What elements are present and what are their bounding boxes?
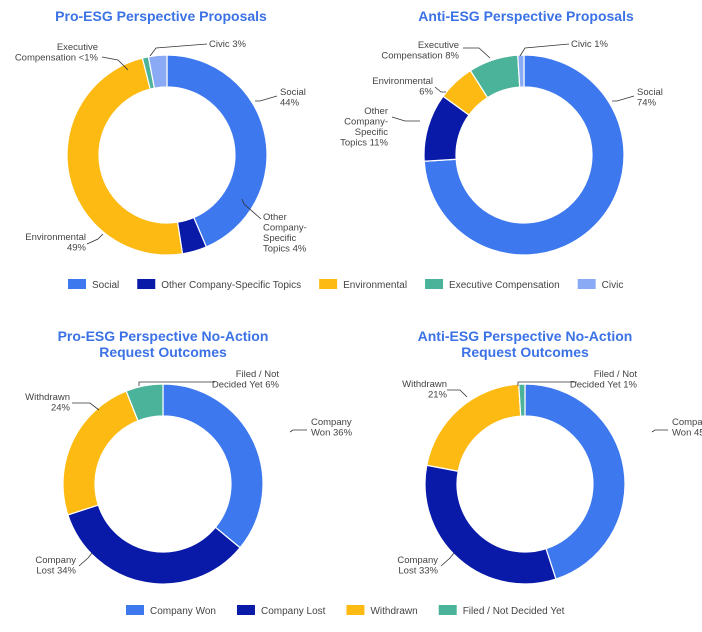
leader-line (612, 95, 635, 102)
chart-title: Anti-ESG Perspective No-Action (418, 328, 633, 344)
leader-line (138, 381, 215, 386)
slice-company-won (162, 383, 264, 549)
slice-label-filed-not-decided-yet: Filed / Not (236, 369, 280, 380)
chart-title: Request Outcomes (461, 344, 589, 360)
slice-label-withdrawn: 24% (51, 403, 71, 414)
slice-label-other-company-specific-topics: Company- (344, 117, 388, 128)
slice-social (166, 54, 268, 248)
slice-environmental (66, 57, 184, 256)
slice-label-civic: Civic 1% (571, 39, 609, 50)
legend-label-social: Social (92, 280, 119, 291)
slice-label-company-won: Won 36% (311, 428, 353, 439)
leader-line (72, 402, 100, 411)
slice-company-lost (424, 464, 557, 585)
slice-label-company-lost: Company (35, 555, 76, 566)
slice-label-other-company-specific-topics: Topics 4% (263, 244, 307, 255)
slice-label-executive-compensation: Compensation <1% (15, 53, 99, 64)
leader-line (434, 86, 446, 93)
leader-line (86, 233, 104, 245)
leader-line (463, 47, 491, 59)
legend-label-withdrawn: Withdrawn (370, 606, 417, 617)
slice-label-company-lost: Lost 34% (36, 566, 76, 577)
slice-company-lost (67, 504, 241, 585)
legend-swatch-executive-compensation (425, 279, 444, 289)
slice-label-social: 44% (280, 98, 300, 109)
slice-label-executive-compensation: Executive (418, 40, 459, 51)
slice-label-environmental: 49% (67, 243, 87, 254)
slice-company-won (524, 383, 626, 580)
legend-label-company-won: Company Won (150, 606, 216, 617)
slice-label-social: Social (280, 87, 306, 98)
slice-label-company-won: Won 45% (672, 428, 702, 439)
legend-swatch-filed-not-decided-yet (438, 605, 457, 615)
slice-label-withdrawn: Withdrawn (402, 379, 447, 390)
chart-title: Anti-ESG Perspective Proposals (418, 8, 634, 24)
legend-label-civic: Civic (602, 280, 624, 291)
chart-title: Pro-ESG Perspective No-Action (58, 328, 269, 344)
slice-label-company-won: Company (672, 417, 702, 428)
chart-title: Request Outcomes (99, 344, 227, 360)
slice-label-company-lost: Lost 33% (398, 566, 438, 577)
slice-label-filed-not-decided-yet: Decided Yet 6% (212, 380, 280, 391)
legend-swatch-company-lost (236, 605, 255, 615)
slice-civic (147, 54, 168, 89)
legend-label-company-lost: Company Lost (261, 606, 326, 617)
leader-line (651, 429, 668, 433)
slice-label-civic: Civic 3% (209, 39, 247, 50)
legend-label-filed-not-decided-yet: Filed / Not Decided Yet (463, 606, 565, 617)
leader-line (101, 56, 129, 71)
slice-label-other-company-specific-topics: Other (364, 106, 388, 117)
slice-filed-not-decided-yet (125, 383, 164, 422)
slice-label-environmental: 6% (419, 87, 433, 98)
slice-label-filed-not-decided-yet: Decided Yet 1% (570, 380, 638, 391)
slice-filed-not-decided-yet (518, 383, 526, 417)
leader-line (447, 389, 468, 398)
leader-line (149, 43, 208, 57)
slice-label-other-company-specific-topics: Topics 11% (340, 138, 388, 149)
slice-label-other-company-specific-topics: Specific (355, 127, 389, 138)
legend-2: Company Won Company Lost Withdrawn Filed / … (126, 605, 565, 617)
slice-label-filed-not-decided-yet: Filed / Not (594, 369, 638, 380)
legend-1: Social Other Company-Specific Topics Envir… (68, 279, 623, 291)
leader-line (241, 198, 262, 220)
legend-swatch-company-won (126, 605, 144, 615)
slice-label-environmental: Environmental (372, 76, 433, 87)
legend-swatch-environmental (319, 279, 338, 289)
leader-line (255, 95, 278, 102)
leader-line (289, 429, 307, 433)
slice-civic (517, 54, 525, 88)
leader-line (78, 552, 93, 567)
slice-label-other-company-specific-topics: Company- (263, 223, 307, 234)
slice-withdrawn (62, 390, 139, 516)
legend-label-other-company-specific-topics: Other Company-Specific Topics (161, 280, 301, 291)
legend-swatch-social (68, 279, 86, 289)
slice-label-company-lost: Company (397, 555, 438, 566)
slice-label-company-won: Company (311, 417, 352, 428)
legend-label-executive-compensation: Executive Compensation (449, 280, 560, 291)
slice-label-social: 74% (637, 98, 657, 109)
slice-label-other-company-specific-topics: Specific (263, 233, 297, 244)
slice-label-withdrawn: 21% (428, 390, 448, 401)
slice-social (423, 54, 625, 256)
slice-label-environmental: Environmental (25, 232, 86, 243)
chart-title: Pro-ESG Perspective Proposals (55, 8, 267, 24)
leader-line (517, 381, 577, 386)
legend-swatch-other-company-specific-topics (137, 279, 156, 289)
legend-label-environmental: Environmental (343, 280, 407, 291)
leader-line (519, 43, 570, 57)
slice-label-social: Social (637, 87, 663, 98)
legend-swatch-civic (577, 279, 596, 289)
leader-line (440, 552, 455, 567)
slice-label-executive-compensation: Compensation 8% (381, 51, 459, 62)
leader-line (391, 116, 420, 122)
slice-label-executive-compensation: Executive (57, 42, 98, 53)
legend-swatch-withdrawn (346, 605, 365, 615)
slice-label-withdrawn: Withdrawn (25, 392, 70, 403)
slice-label-other-company-specific-topics: Other (263, 212, 287, 223)
